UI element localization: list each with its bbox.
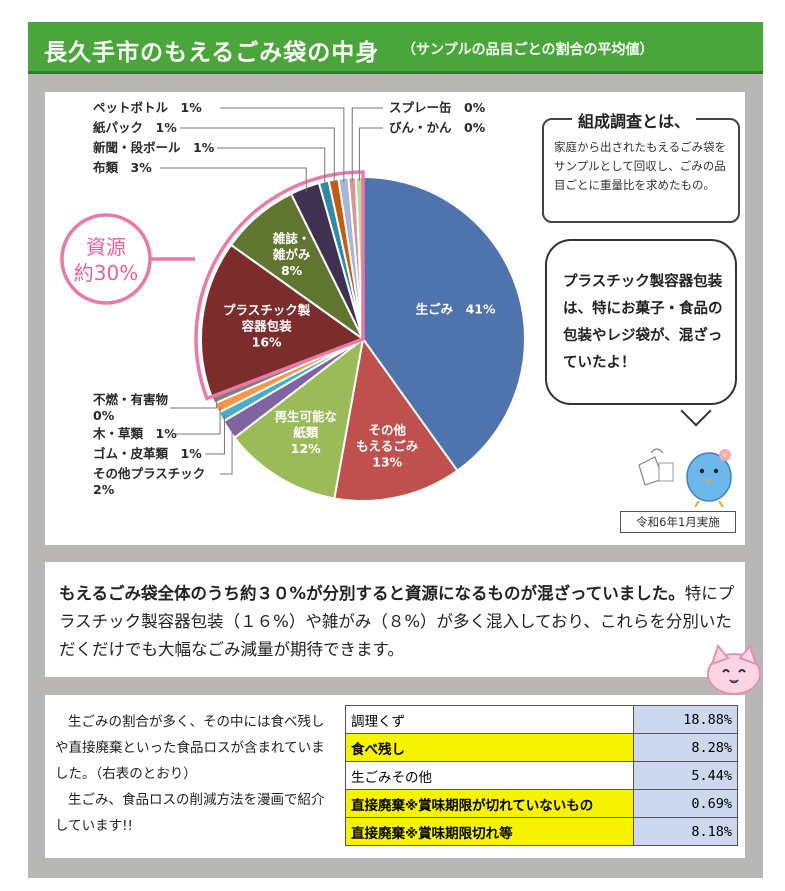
slice-label: 生ごみ 41% — [416, 301, 496, 316]
summary-text: もえるごみ袋全体のうち約３０%が分別すると資源になるものが混ざっていました。特に… — [59, 580, 739, 664]
pie-chart: 生ごみ 41% その他もえるごみ 13% 再生可能な紙類 12% プラスチック製容器包装 1… — [60, 100, 526, 502]
speech-bubble: プラスチック製容器包装は、特にお菓子・食品の包装やレジ袋が、混ざっていたよ！ — [545, 239, 737, 405]
resource-highlight-circle — [60, 213, 152, 305]
food-category-cell: 食べ残し — [345, 733, 634, 762]
slice-callout-label: その他プラスチック 2% — [93, 466, 205, 497]
table-row: 調理くず 18.88% — [345, 705, 738, 734]
callout-leader-line — [205, 414, 225, 455]
slice-callout-label: スプレー缶 0% — [389, 100, 486, 115]
callout-leader-line — [220, 427, 233, 475]
resource-highlight-outline — [194, 170, 365, 401]
slice-callout-label: ペットボトル 1% — [93, 100, 202, 115]
food-percent-cell: 8.28% — [633, 733, 738, 762]
pie-slice — [200, 243, 366, 398]
page-title: 長久手市のもえるごみ袋の中身 — [44, 40, 380, 66]
food-category-cell: 直接廃棄※賞味期限切れ等 — [345, 817, 634, 846]
slice-callout-label: びん・かん 0% — [389, 120, 486, 135]
table-row: 生ごみその他 5.44% — [345, 761, 738, 790]
survey-date-stamp: 令和6年1月実施 — [620, 511, 736, 533]
slice-label: プラスチック製容器包装 16% — [223, 303, 311, 350]
food-category-cell: 直接廃棄※賞味期限が切れていないもの — [345, 789, 634, 818]
table-row: 食べ残し 8.28% — [345, 733, 738, 762]
chart-panel: 生ごみ 41% その他もえるごみ 13% 再生可能な紙類 12% プラスチック製容器包装 1… — [45, 92, 745, 545]
slice-label: 再生可能な紙類 12% — [274, 409, 337, 456]
callout-leader-line — [180, 127, 335, 184]
food-category-cell: 調理くず — [345, 705, 634, 734]
callout-leader-line — [217, 147, 326, 186]
survey-description: 家庭から出されたもえるごみ袋をサンプルとして回収し、ごみの品目ごとに重量比を求め… — [554, 140, 727, 192]
callout-leader-line — [160, 167, 307, 192]
table-row: 直接廃棄※賞味期限切れ等 8.18% — [345, 817, 738, 846]
callout-leader-line — [170, 398, 218, 409]
slice-callout-label: 木・草類 1% — [92, 426, 177, 441]
survey-explanation-box: 組成調査とは、 家庭から出されたもえるごみ袋をサンプルとして回収し、ごみの品目ご… — [542, 108, 740, 223]
title-bar: 長久手市のもえるごみ袋の中身 （サンプルの品目ごとの割合の平均値） — [28, 22, 763, 74]
food-loss-note: 生ごみの割合が多く、その中には食べ残しや直接廃棄といった食品ロスが含まれていまし… — [55, 709, 335, 839]
slice-callout-label: 紙パック 1% — [93, 120, 177, 135]
food-percent-cell: 8.18% — [633, 817, 738, 846]
summary-lead: もえるごみ袋全体のうち約３０%が分別すると資源になるものが混ざっていました。 — [59, 584, 685, 603]
speech-text: プラスチック製容器包装は、特にお菓子・食品の包装やレジ袋が、混ざっていたよ！ — [563, 274, 723, 371]
callout-leader-line — [175, 406, 221, 435]
survey-title: 組成調査とは、 — [572, 108, 697, 132]
slice-label: その他もえるごみ 13% — [356, 422, 419, 469]
food-percent-cell: 18.88% — [633, 705, 738, 734]
food-loss-paragraph-2: 生ごみ、食品ロスの削減方法を漫画で紹介しています!! — [55, 792, 325, 834]
summary-rest: 特にプラスチック製容器包装（１６%）や雑がみ（８%）が多く混入しており、これらを… — [59, 584, 735, 659]
pie-slice — [233, 336, 365, 500]
slice-label: 雑誌・雑がみ 8% — [272, 231, 311, 278]
slice-callout-label: ゴム・皮革類 1% — [93, 446, 202, 461]
resource-highlight-label: 資源 — [86, 235, 126, 259]
food-waste-table: 調理くず 18.88% 食べ残し 8.28% 生ごみその他 5.44% 直接廃棄※賞味期限が… — [345, 705, 738, 846]
food-percent-cell: 5.44% — [633, 761, 738, 790]
callout-leader-line — [351, 107, 383, 182]
resource-highlight-percent: 約30% — [74, 261, 138, 285]
food-loss-paragraph-1: 生ごみの割合が多く、その中には食べ残しや直接廃棄といった食品ロスが含まれていまし… — [55, 714, 325, 782]
food-category-cell: 生ごみその他 — [345, 761, 634, 790]
pie-slice — [333, 336, 459, 502]
food-loss-panel: 生ごみの割合が多く、その中には食べ残しや直接廃棄といった食品ロスが含まれていまし… — [45, 695, 745, 858]
summary-panel: もえるごみ袋全体のうち約３０%が分別すると資源になるものが混ざっていました。特に… — [45, 562, 745, 677]
pie-slice — [362, 175, 526, 473]
slice-callout-label: 不燃・有害物 0% — [93, 392, 169, 423]
mascot-bird-icon — [638, 448, 732, 507]
food-percent-cell: 0.69% — [633, 789, 738, 818]
slice-callout-label: 新聞・段ボール 1% — [93, 140, 215, 155]
table-row: 直接廃棄※賞味期限が切れていないもの 0.69% — [345, 789, 738, 818]
page-subtitle: （サンプルの品目ごとの割合の平均値） — [402, 42, 654, 58]
callout-leader-line — [220, 107, 345, 183]
mascot-cat-icon — [707, 643, 761, 695]
callout-leader-line — [358, 127, 383, 182]
slice-callout-label: 布類 3% — [93, 160, 152, 175]
